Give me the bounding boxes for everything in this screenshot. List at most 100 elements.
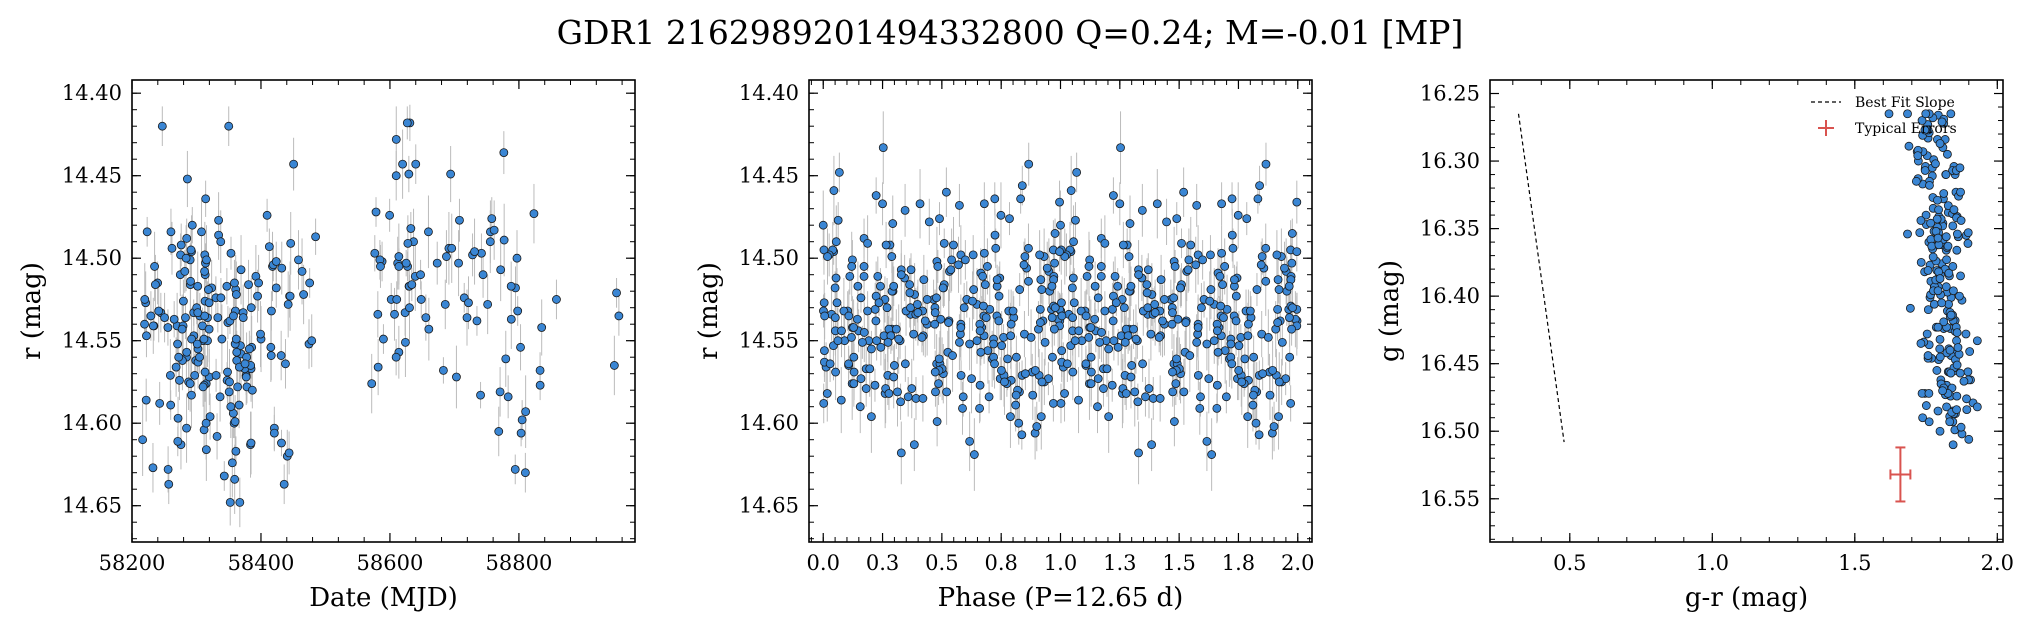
- x-tick-label: 58400: [228, 551, 295, 575]
- data-point: [269, 428, 279, 438]
- data-point: [1113, 342, 1123, 352]
- data-point: [1171, 379, 1181, 389]
- y-tick-label: 16.40: [1420, 284, 1480, 308]
- data-point: [1185, 351, 1195, 360]
- data-point: [1036, 275, 1046, 285]
- data-point: [1273, 304, 1282, 314]
- data-point: [1212, 326, 1222, 336]
- data-point: [1030, 365, 1040, 375]
- data-point: [1015, 285, 1025, 294]
- data-point: [1952, 391, 1962, 401]
- data-point: [1183, 265, 1193, 275]
- data-point: [455, 215, 464, 225]
- data-point: [896, 397, 905, 407]
- data-point: [307, 336, 317, 346]
- data-point: [1933, 322, 1943, 332]
- data-point: [1086, 367, 1096, 377]
- data-point: [1925, 180, 1934, 190]
- data-point: [241, 372, 251, 382]
- y-tick-label: 14.50: [62, 246, 122, 270]
- data-point: [1268, 365, 1278, 375]
- data-point: [1274, 412, 1283, 422]
- data-point: [1134, 448, 1143, 458]
- data-point: [1086, 352, 1096, 362]
- data-point: [1285, 352, 1295, 362]
- data-point: [195, 352, 204, 362]
- data-point: [1090, 314, 1100, 324]
- data-point: [1070, 336, 1080, 346]
- data-point: [1277, 337, 1287, 347]
- data-point: [163, 323, 173, 332]
- data-point: [503, 392, 513, 402]
- x-tick-label: 1.0: [1044, 551, 1077, 575]
- data-point: [891, 324, 901, 334]
- data-point: [1932, 214, 1942, 224]
- x-tick-label: 58200: [99, 551, 166, 575]
- data-point: [956, 323, 966, 332]
- data-point: [976, 347, 986, 357]
- data-point: [138, 435, 148, 445]
- data-point: [1068, 367, 1078, 377]
- data-point: [176, 240, 186, 250]
- data-point: [146, 311, 156, 321]
- data-point: [900, 359, 910, 369]
- data-point: [1946, 109, 1956, 119]
- data-point: [972, 336, 982, 346]
- data-point: [225, 377, 234, 387]
- data-point: [171, 362, 181, 372]
- data-point: [889, 372, 899, 382]
- data-point: [182, 423, 191, 433]
- data-point: [222, 281, 232, 291]
- data-point: [965, 339, 975, 349]
- data-point: [1111, 298, 1121, 308]
- data-point: [1115, 199, 1125, 209]
- data-point: [192, 339, 202, 349]
- data-point: [230, 417, 240, 426]
- data-point: [997, 341, 1007, 351]
- data-point: [1003, 354, 1012, 364]
- data-point: [277, 438, 286, 448]
- data-point: [820, 346, 829, 356]
- data-point: [1234, 341, 1244, 351]
- data-point: [452, 372, 461, 382]
- data-point: [1918, 413, 1928, 423]
- data-point: [1035, 304, 1045, 314]
- x-tick-label: 0.8: [984, 551, 1017, 575]
- data-point: [1219, 313, 1228, 323]
- data-point: [1933, 233, 1943, 243]
- y-tick-label: 16.35: [1420, 217, 1480, 241]
- data-point: [537, 323, 547, 332]
- data-point: [271, 283, 281, 293]
- data-point: [1150, 299, 1160, 309]
- data-point: [552, 295, 561, 304]
- data-point: [193, 308, 203, 318]
- data-point: [476, 390, 485, 400]
- data-layer: [1517, 109, 1982, 503]
- data-point: [244, 280, 253, 290]
- data-point: [833, 336, 843, 346]
- data-point: [1252, 285, 1262, 294]
- data-point: [266, 351, 276, 360]
- data-point: [832, 298, 842, 308]
- data-point: [1069, 237, 1078, 247]
- data-point: [859, 262, 869, 271]
- data-point: [489, 225, 499, 235]
- data-point: [1119, 303, 1129, 313]
- data-point: [992, 275, 1002, 285]
- data-point: [1924, 389, 1934, 398]
- data-point: [520, 468, 530, 478]
- data-point: [1240, 354, 1250, 364]
- data-point: [1050, 229, 1060, 238]
- data-point: [217, 334, 227, 344]
- data-point: [994, 291, 1004, 301]
- data-point: [1292, 247, 1302, 257]
- data-point: [225, 497, 235, 507]
- data-point: [174, 352, 184, 362]
- y-tick-label: 14.55: [62, 329, 122, 353]
- data-point: [224, 387, 234, 397]
- y-axis-label: g (mag): [1375, 260, 1405, 362]
- data-point: [224, 121, 234, 131]
- data-point: [997, 365, 1006, 375]
- data-point: [1923, 351, 1933, 360]
- data-point: [1204, 374, 1214, 384]
